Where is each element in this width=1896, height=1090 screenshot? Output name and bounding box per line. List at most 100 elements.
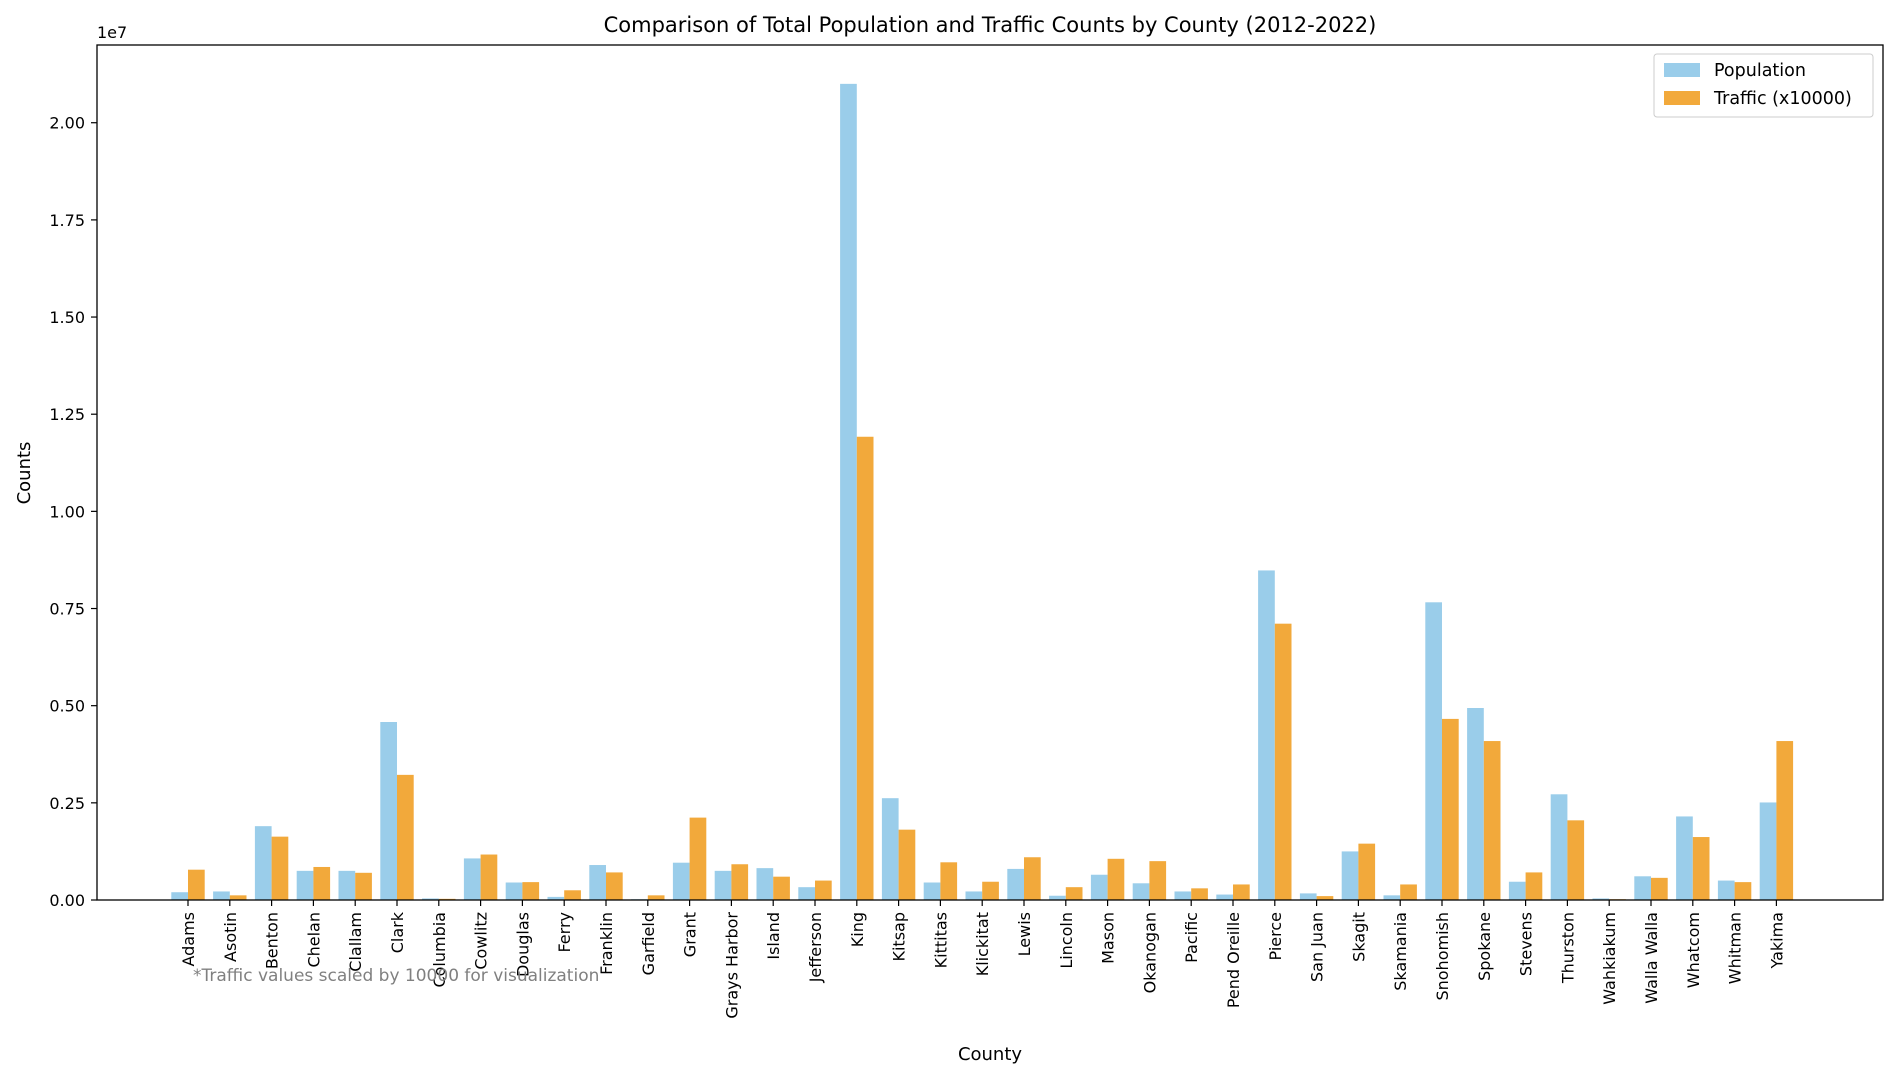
bar-traffic-clallam <box>355 872 372 900</box>
bar-population-yakima <box>1759 802 1777 900</box>
x-tick-label-franklin: Franklin <box>597 912 616 975</box>
bar-population-lewis <box>1007 868 1024 900</box>
legend: Population Traffic (x10000) <box>1653 53 1874 118</box>
x-tick-label-walla-walla: Walla Walla <box>1642 912 1661 1004</box>
x-tick-label-stevens: Stevens <box>1517 912 1536 976</box>
bar-population-thurston <box>1550 794 1568 900</box>
bar-population-jefferson <box>798 887 815 900</box>
bar-traffic-pend-oreille <box>1233 884 1250 900</box>
bar-traffic-grant <box>689 817 707 900</box>
bar-population-kittitas <box>923 882 941 900</box>
bar-population-wahkiakum <box>1592 898 1610 900</box>
x-tick-label-skamania: Skamania <box>1391 912 1410 991</box>
bar-population-stevens <box>1508 881 1526 900</box>
x-tick-label-cowlitz: Cowlitz <box>472 912 491 970</box>
x-tick-label-spokane: Spokane <box>1475 912 1494 981</box>
x-tick-label-whatcom: Whatcom <box>1684 912 1703 988</box>
x-tick-label-kittitas: Kittitas <box>931 912 950 968</box>
bar-traffic-chelan <box>313 866 331 900</box>
y-axis-ticks: 0.00 0.25 0.50 0.75 1.00 1.25 1.50 1.75 2.00 <box>49 114 97 910</box>
bar-population-skamania <box>1383 895 1401 900</box>
bar-traffic-stevens <box>1525 872 1543 900</box>
bar-population-whatcom <box>1676 816 1693 900</box>
y-tick-label: 1.25 <box>49 405 85 424</box>
bar-traffic-spokane <box>1483 741 1501 900</box>
x-tick-label-asotin: Asotin <box>221 912 240 962</box>
bar-traffic-clark <box>397 774 414 900</box>
x-axis-label: County <box>958 1044 1022 1065</box>
x-tick-label-ferry: Ferry <box>555 912 574 953</box>
chart-title: Comparison of Total Population and Traff… <box>604 13 1377 37</box>
bar-population-spokane <box>1467 708 1484 900</box>
bar-traffic-klickitat <box>982 881 999 900</box>
bar-traffic-skamania <box>1400 884 1417 900</box>
bar-population-columbia <box>422 898 439 900</box>
bar-population-pacific <box>1174 891 1192 900</box>
x-tick-label-yakima: Yakima <box>1767 912 1786 969</box>
scaling-note: *Traffic values scaled by 10000 for visu… <box>193 966 599 986</box>
x-tick-label-skagit: Skagit <box>1349 912 1368 962</box>
y-tick-label: 2.00 <box>49 114 85 133</box>
x-tick-label-grays-harbor: Grays Harbor <box>722 912 741 1019</box>
x-tick-label-whitman: Whitman <box>1726 912 1745 984</box>
bar-traffic-lincoln <box>1065 887 1083 900</box>
bar-traffic-douglas <box>522 882 540 900</box>
bar-traffic-yakima <box>1776 741 1794 900</box>
x-tick-label-kitsap: Kitsap <box>890 912 909 962</box>
bar-traffic-lewis <box>1024 857 1041 900</box>
bar-traffic-walla-walla <box>1651 877 1668 900</box>
bar-population-chelan <box>296 870 314 900</box>
bar-traffic-skagit <box>1358 843 1376 900</box>
bar-traffic-asotin <box>229 895 247 900</box>
bar-traffic-mason <box>1107 858 1125 900</box>
bar-population-clallam <box>338 870 356 900</box>
bar-population-pend-oreille <box>1216 894 1233 900</box>
bar-traffic-garfield <box>647 895 665 900</box>
bar-traffic-ferry <box>564 890 581 900</box>
x-tick-label-thurston: Thurston <box>1558 912 1577 984</box>
x-tick-label-adams: Adams <box>179 912 198 967</box>
x-tick-label-island: Island <box>764 912 783 960</box>
x-tick-label-chelan: Chelan <box>304 912 323 968</box>
bar-population-cowlitz <box>463 858 481 900</box>
bar-population-king <box>840 83 857 901</box>
x-tick-label-klickitat: Klickitat <box>973 912 992 976</box>
legend-swatch-population <box>1664 63 1700 77</box>
legend-label-population: Population <box>1714 61 1806 81</box>
x-tick-label-pacific: Pacific <box>1182 912 1201 963</box>
bar-population-clark <box>380 722 397 900</box>
bar-population-lincoln <box>1049 895 1066 900</box>
y-axis-label: Counts <box>14 442 35 505</box>
bar-population-douglas <box>505 882 523 900</box>
x-tick-label-jefferson: Jefferson <box>806 912 825 983</box>
bar-traffic-jefferson <box>815 880 832 900</box>
legend-swatch-traffic <box>1664 91 1700 105</box>
bar-traffic-kittitas <box>940 862 958 900</box>
plot-frame <box>96 44 1884 901</box>
x-tick-label-snohomish: Snohomish <box>1433 912 1452 1001</box>
bar-population-mason <box>1090 874 1108 900</box>
y-tick-label: 1.00 <box>49 502 85 521</box>
bar-population-benton <box>254 826 272 900</box>
legend-label-traffic: Traffic (x10000) <box>1713 89 1852 109</box>
bar-traffic-island <box>773 876 790 900</box>
x-tick-label-lincoln: Lincoln <box>1057 912 1076 969</box>
x-tick-label-king: King <box>848 912 867 947</box>
bar-population-okanogan <box>1132 883 1150 900</box>
x-tick-label-pend-oreille: Pend Oreille <box>1224 912 1243 1008</box>
x-tick-label-benton: Benton <box>263 912 282 969</box>
y-tick-label: 0.75 <box>49 600 85 619</box>
bar-traffic-grays-harbor <box>731 864 749 900</box>
y-axis-multiplier: 1e7 <box>97 23 127 42</box>
bar-traffic-adams <box>188 869 205 900</box>
x-tick-label-columbia: Columbia <box>430 912 449 988</box>
x-tick-label-grant: Grant <box>681 912 700 957</box>
bar-population-asotin <box>213 891 230 900</box>
bar-population-pierce <box>1258 570 1275 900</box>
bar-traffic-king <box>856 436 874 900</box>
bar-population-san-juan <box>1299 893 1317 900</box>
bar-population-franklin <box>589 865 606 900</box>
legend-frame <box>1653 53 1874 118</box>
